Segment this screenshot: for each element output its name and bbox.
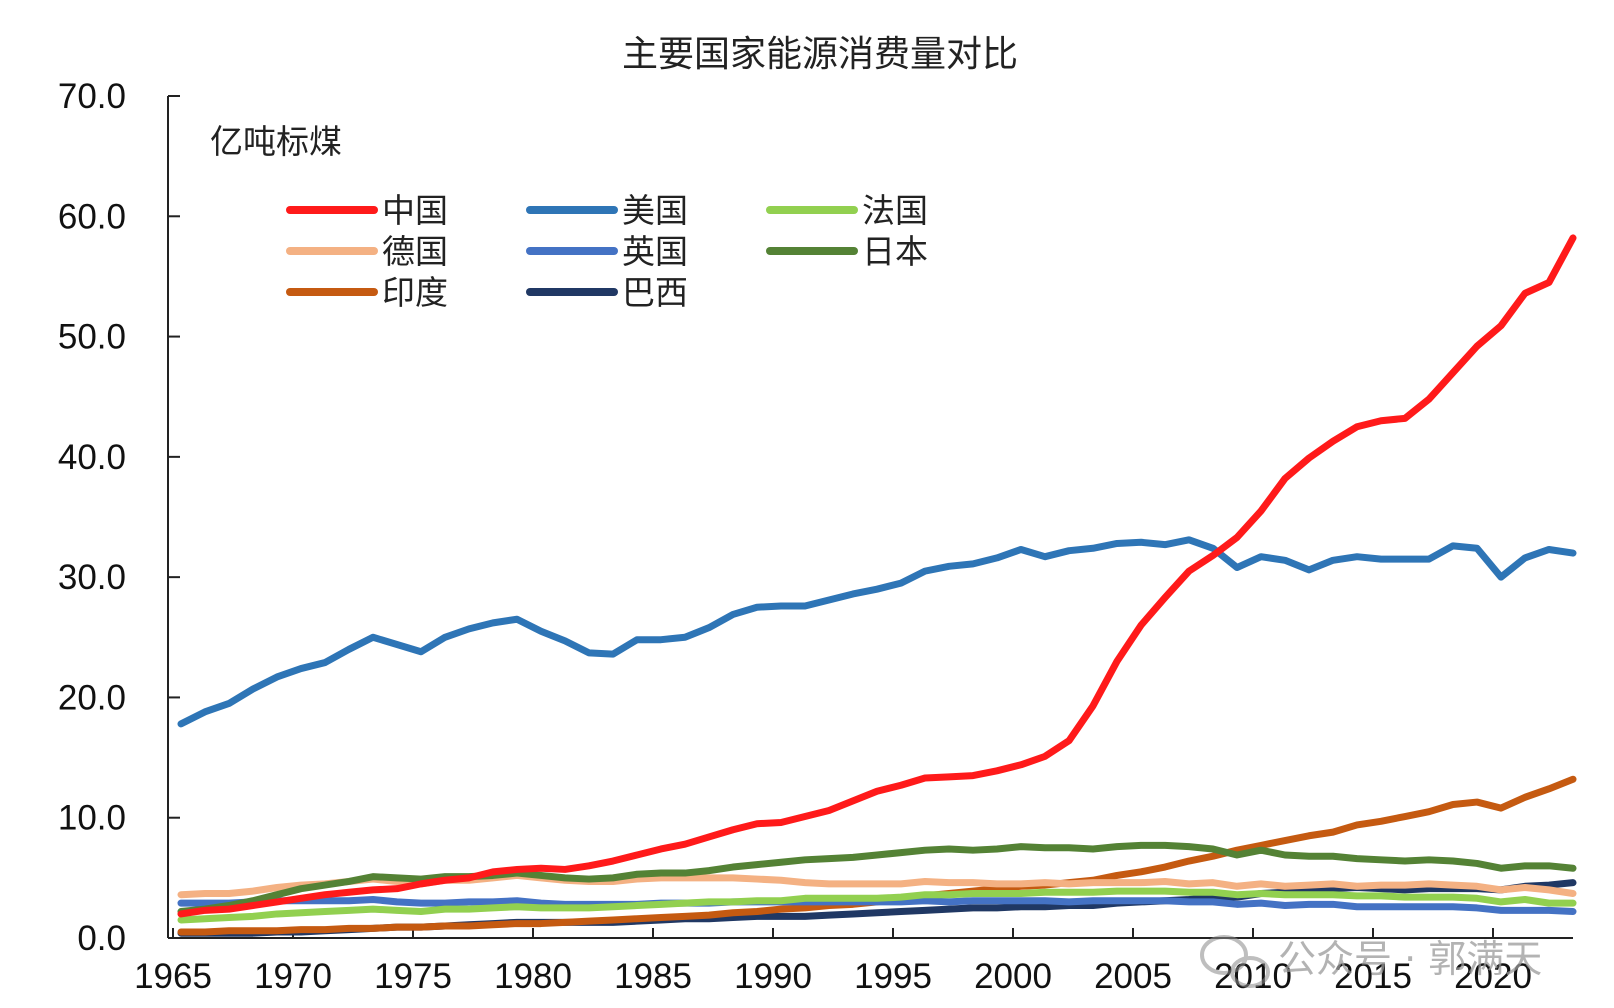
- legend-label: 中国: [382, 191, 448, 230]
- y-tick-label: 50.0: [58, 318, 126, 357]
- chart-title: 主要国家能源消费量对比: [622, 34, 1018, 75]
- series-line-3: [177, 887, 1577, 924]
- y-tick-label: 70.0: [58, 77, 126, 116]
- legend-label: 日本: [862, 232, 928, 271]
- axes: 0.0 10.0 20.0 30.0 40.0 50.0 60.0 70.0 1965 1970 1…: [58, 77, 1573, 996]
- legend-label: 德国: [382, 232, 448, 271]
- watermark-text: 公众号 · 郭满天: [1278, 937, 1542, 981]
- series-line-6: [177, 841, 1577, 916]
- x-tick-label: 1975: [374, 957, 452, 996]
- legend-label: 法国: [862, 191, 928, 230]
- y-tick-label: 40.0: [58, 438, 126, 477]
- x-tick-label: 1990: [734, 957, 812, 996]
- x-tick-label: 1995: [854, 957, 932, 996]
- y-tick-label: 20.0: [58, 678, 126, 717]
- x-tick-label: 1980: [494, 957, 572, 996]
- y-tick-label: 30.0: [58, 558, 126, 597]
- y-axis-unit-label: 亿吨标煤: [210, 122, 342, 161]
- x-tick-label: 1965: [134, 957, 212, 996]
- x-tick-label: 2005: [1094, 957, 1172, 996]
- x-tick-label: 1985: [614, 957, 692, 996]
- series-line-5: [177, 896, 1577, 916]
- watermark: 公众号 · 郭满天: [1200, 935, 1542, 988]
- wechat-icon: [1200, 935, 1270, 988]
- legend-label: 印度: [382, 273, 448, 312]
- x-tick-label: 2020: [1454, 957, 1532, 996]
- y-tick-label: 60.0: [58, 197, 126, 236]
- x-tick-label: 1970: [254, 957, 332, 996]
- y-tick-label: 10.0: [58, 799, 126, 838]
- series-line-1: [177, 234, 1577, 918]
- x-tick-label: 2000: [974, 957, 1052, 996]
- x-tick-label: 2015: [1334, 957, 1412, 996]
- series-layer: [177, 234, 1577, 937]
- legend-label: 巴西: [622, 273, 688, 312]
- legend-label: 美国: [622, 191, 688, 230]
- legend-label: 英国: [622, 232, 688, 271]
- y-tick-label: 0.0: [77, 919, 126, 958]
- x-tick-label: 2010: [1214, 957, 1292, 996]
- series-line-2: [177, 536, 1577, 728]
